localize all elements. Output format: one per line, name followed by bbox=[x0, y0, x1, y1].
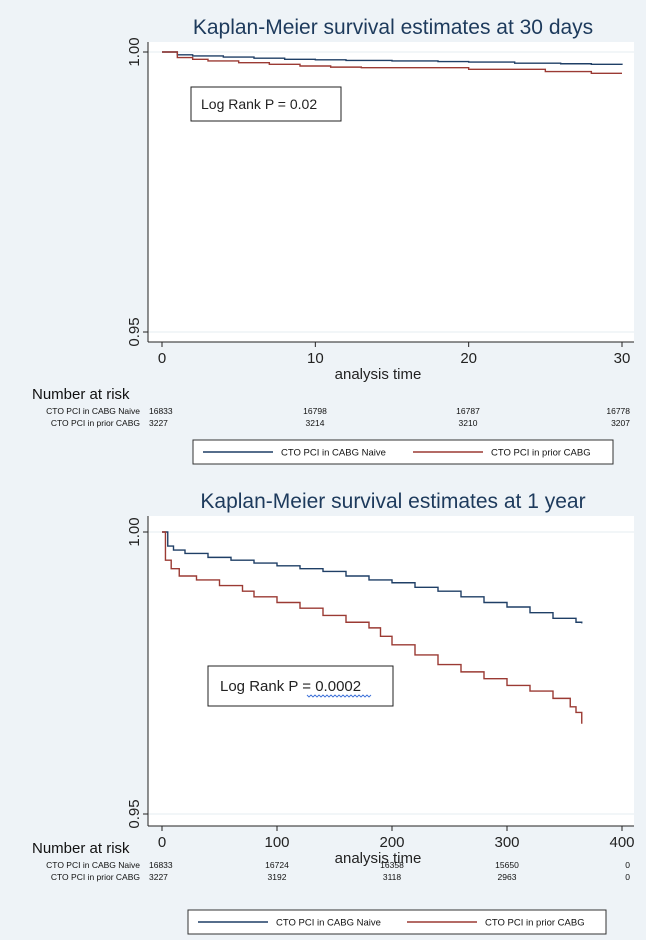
survival-curve-cabg-naive bbox=[162, 531, 583, 624]
risk-cell: 3227 bbox=[149, 418, 168, 428]
survival-curve-prior-cabg bbox=[162, 51, 622, 74]
x-tick-label: 10 bbox=[307, 350, 324, 367]
log-rank-text-part: Log Rank P = bbox=[220, 678, 315, 695]
risk-cell: 2963 bbox=[498, 872, 517, 882]
risk-cell: 16798 bbox=[303, 406, 327, 416]
y-tick-label: 1.00 bbox=[126, 37, 143, 66]
risk-cell: 15650 bbox=[495, 860, 519, 870]
x-axis-label: analysis time bbox=[335, 366, 422, 383]
y-tick-label: 0.95 bbox=[126, 317, 143, 346]
risk-row-label: CTO PCI in CABG Naive bbox=[46, 860, 140, 870]
risk-table-heading: Number at risk bbox=[32, 840, 130, 857]
km-chart-30-days: Kaplan-Meier survival estimates at 30 da… bbox=[32, 16, 634, 465]
chart-title: Kaplan-Meier survival estimates at 1 yea… bbox=[200, 490, 585, 513]
risk-cell: 3227 bbox=[149, 872, 168, 882]
km-chart-1-year-svg: Kaplan-Meier survival estimates at 1 yea… bbox=[32, 490, 635, 935]
risk-cell: 3192 bbox=[268, 872, 287, 882]
survival-curve-prior-cabg bbox=[162, 531, 583, 724]
risk-cell: 0 bbox=[625, 860, 630, 870]
x-tick-label: 400 bbox=[609, 834, 634, 851]
log-rank-text: Log Rank P = 0.02 bbox=[201, 96, 317, 112]
log-rank-box bbox=[207, 665, 394, 707]
x-tick-label: 0 bbox=[158, 350, 166, 367]
legend-label: CTO PCI in prior CABG bbox=[491, 448, 591, 459]
x-tick-label: 100 bbox=[264, 834, 289, 851]
risk-cell: 3207 bbox=[611, 418, 630, 428]
risk-row-label: CTO PCI in prior CABG bbox=[51, 872, 140, 882]
legend-label: CTO PCI in CABG Naive bbox=[276, 918, 381, 929]
risk-cell: 3214 bbox=[306, 418, 325, 428]
chart-title: Kaplan-Meier survival estimates at 30 da… bbox=[193, 16, 593, 39]
risk-cell: 3118 bbox=[383, 872, 402, 882]
risk-cell: 3210 bbox=[459, 418, 478, 428]
risk-cell: 16833 bbox=[149, 406, 173, 416]
log-rank-text: Log Rank P = 0.0002 bbox=[220, 678, 361, 695]
x-tick-label: 30 bbox=[614, 350, 631, 367]
survival-curve-cabg-naive bbox=[162, 51, 623, 66]
x-axis-label: analysis time bbox=[335, 850, 422, 867]
risk-table-heading: Number at risk bbox=[32, 386, 130, 403]
legend-label: CTO PCI in prior CABG bbox=[485, 918, 585, 929]
x-tick-label: 20 bbox=[460, 350, 477, 367]
risk-cell: 0 bbox=[625, 872, 630, 882]
x-tick-label: 0 bbox=[158, 834, 166, 851]
risk-row-label: CTO PCI in prior CABG bbox=[51, 418, 140, 428]
y-tick-label: 0.95 bbox=[126, 799, 143, 828]
risk-row-label: CTO PCI in CABG Naive bbox=[46, 406, 140, 416]
km-chart-30-days-svg: Kaplan-Meier survival estimates at 30 da… bbox=[32, 16, 634, 465]
risk-cell: 16787 bbox=[456, 406, 480, 416]
legend-label: CTO PCI in CABG Naive bbox=[281, 448, 386, 459]
y-tick-label: 1.00 bbox=[126, 517, 143, 546]
log-rank-text-part: 0.0002 bbox=[315, 678, 361, 695]
risk-cell: 16833 bbox=[149, 860, 173, 870]
km-chart-1-year: Kaplan-Meier survival estimates at 1 yea… bbox=[0, 478, 646, 940]
spellcheck-underline bbox=[306, 694, 372, 698]
risk-cell: 16778 bbox=[606, 406, 630, 416]
risk-cell: 16358 bbox=[380, 860, 404, 870]
log-rank-box bbox=[190, 86, 342, 122]
x-tick-label: 200 bbox=[379, 834, 404, 851]
risk-cell: 16724 bbox=[265, 860, 289, 870]
x-tick-label: 300 bbox=[494, 834, 519, 851]
